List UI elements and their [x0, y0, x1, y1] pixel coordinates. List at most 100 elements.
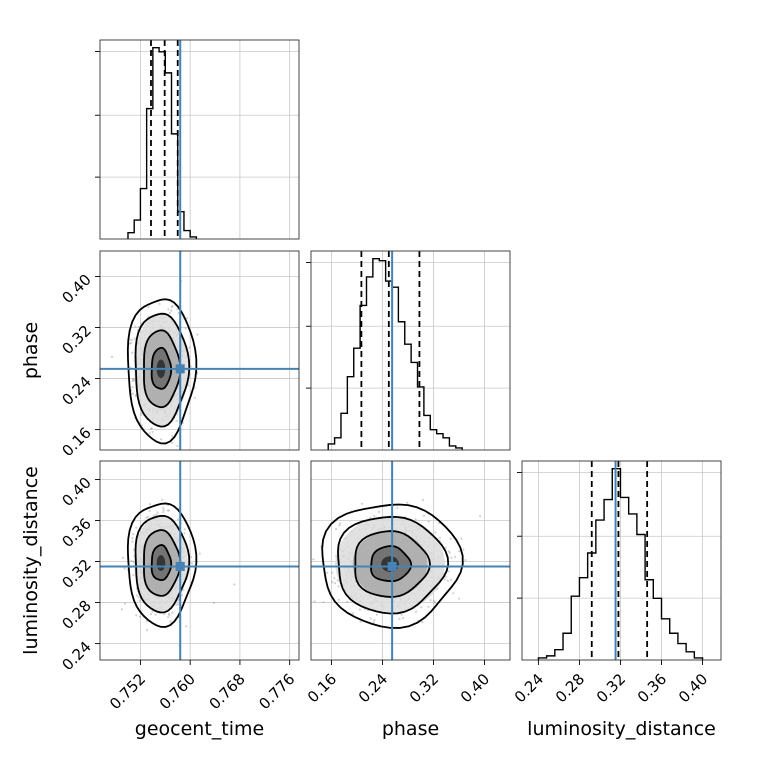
sample-point: [137, 596, 140, 599]
sample-point: [446, 579, 449, 582]
x-tick-label: 0.40: [675, 670, 711, 706]
sample-point: [110, 355, 114, 358]
sample-point: [140, 413, 143, 416]
sample-point: [375, 613, 378, 616]
sample-point: [453, 555, 457, 558]
y-tick-label: 0.32: [58, 322, 94, 358]
sample-point: [130, 559, 133, 563]
sample-point: [400, 613, 403, 616]
sample-point: [372, 621, 375, 624]
panel-frame: [310, 460, 511, 661]
sample-point: [171, 305, 174, 308]
sample-point: [415, 610, 418, 613]
x-tick-label: 0.40: [457, 670, 493, 706]
sample-point: [313, 600, 316, 603]
sample-point: [378, 510, 381, 514]
sample-point: [175, 419, 178, 423]
sample-point: [338, 522, 342, 525]
sample-point: [351, 612, 355, 615]
sample-point: [464, 559, 467, 562]
sample-point: [358, 608, 362, 611]
sample-point: [132, 574, 135, 577]
sample-point: [462, 548, 465, 551]
sample-point: [448, 551, 451, 554]
y-tick-label: 0.40: [58, 271, 94, 307]
contour-line: [143, 529, 182, 597]
sample-point: [457, 597, 461, 600]
y-tick-label: 0.40: [58, 474, 94, 510]
sample-point: [369, 516, 372, 519]
sample-point: [156, 511, 159, 514]
scatter-panel-phase-luminosity_distance: [310, 460, 511, 661]
sample-point: [433, 601, 436, 604]
sample-point: [189, 365, 192, 368]
panel-content: [120, 498, 236, 647]
sample-point: [438, 536, 442, 539]
density-shade: [156, 555, 166, 571]
truth-marker: [175, 561, 185, 571]
sample-point: [406, 501, 409, 504]
x-axis-label-phase: phase: [382, 718, 439, 740]
histogram-panel-luminosity_distance: [517, 460, 722, 661]
contour-line: [370, 545, 413, 583]
sample-point: [169, 620, 172, 623]
sample-point: [331, 571, 334, 574]
histogram-step-phase: [327, 257, 463, 450]
sample-point: [193, 396, 196, 400]
corner-plot-area: 0.752 0.760 0.768 0.776 geocent_time 0.16 0.24…: [20, 39, 722, 740]
contour-line: [321, 503, 464, 629]
sample-point: [131, 378, 135, 381]
sample-point: [121, 556, 125, 559]
sample-point: [166, 509, 170, 512]
contour-line: [134, 515, 191, 614]
sample-point: [154, 467, 156, 469]
y-tick-label: 0.28: [58, 597, 94, 633]
sample-point: [132, 560, 135, 563]
sample-point: [132, 377, 135, 381]
sample-point: [322, 601, 325, 604]
sample-point: [137, 325, 140, 329]
sample-point: [132, 392, 135, 395]
sample-point: [420, 606, 423, 609]
sample-point: [170, 441, 174, 444]
sample-point: [396, 506, 399, 510]
histogram-step-geocent_time: [127, 46, 198, 239]
sample-point: [335, 528, 338, 531]
x-tick-label: 0.776: [255, 670, 298, 713]
x-tick-label: 0.760: [156, 670, 199, 713]
sample-point: [167, 509, 170, 512]
x-tick-label: 0.28: [552, 670, 588, 706]
sample-point: [162, 509, 165, 512]
sample-point: [422, 514, 426, 517]
sample-point: [134, 393, 138, 397]
sample-point: [145, 516, 148, 519]
sample-point: [457, 550, 461, 553]
sample-point: [163, 612, 166, 616]
contour-line: [126, 502, 198, 628]
sample-point: [326, 571, 329, 574]
sample-point: [175, 603, 178, 606]
y-tick-label: 0.24: [58, 373, 94, 409]
sample-point: [176, 444, 179, 447]
x-tick-label: 0.768: [206, 670, 249, 713]
sample-point: [338, 524, 341, 527]
x-tick-label: 0.32: [406, 670, 442, 706]
sample-point: [135, 526, 138, 529]
sample-point: [170, 305, 173, 309]
sample-point: [177, 518, 180, 521]
sample-point: [171, 611, 174, 614]
sample-point: [450, 556, 453, 559]
sample-point: [150, 612, 153, 616]
sample-point: [429, 599, 432, 602]
panel-frame: [310, 250, 511, 451]
sample-point: [168, 613, 171, 617]
sample-point: [198, 552, 201, 555]
truth-marker: [175, 364, 185, 374]
sample-point: [433, 599, 436, 602]
sample-point: [141, 475, 143, 477]
sample-point: [135, 594, 138, 597]
sample-point: [187, 384, 190, 387]
sample-point: [337, 585, 340, 588]
histogram-panel-phase: [306, 250, 511, 451]
sample-point: [190, 562, 194, 565]
